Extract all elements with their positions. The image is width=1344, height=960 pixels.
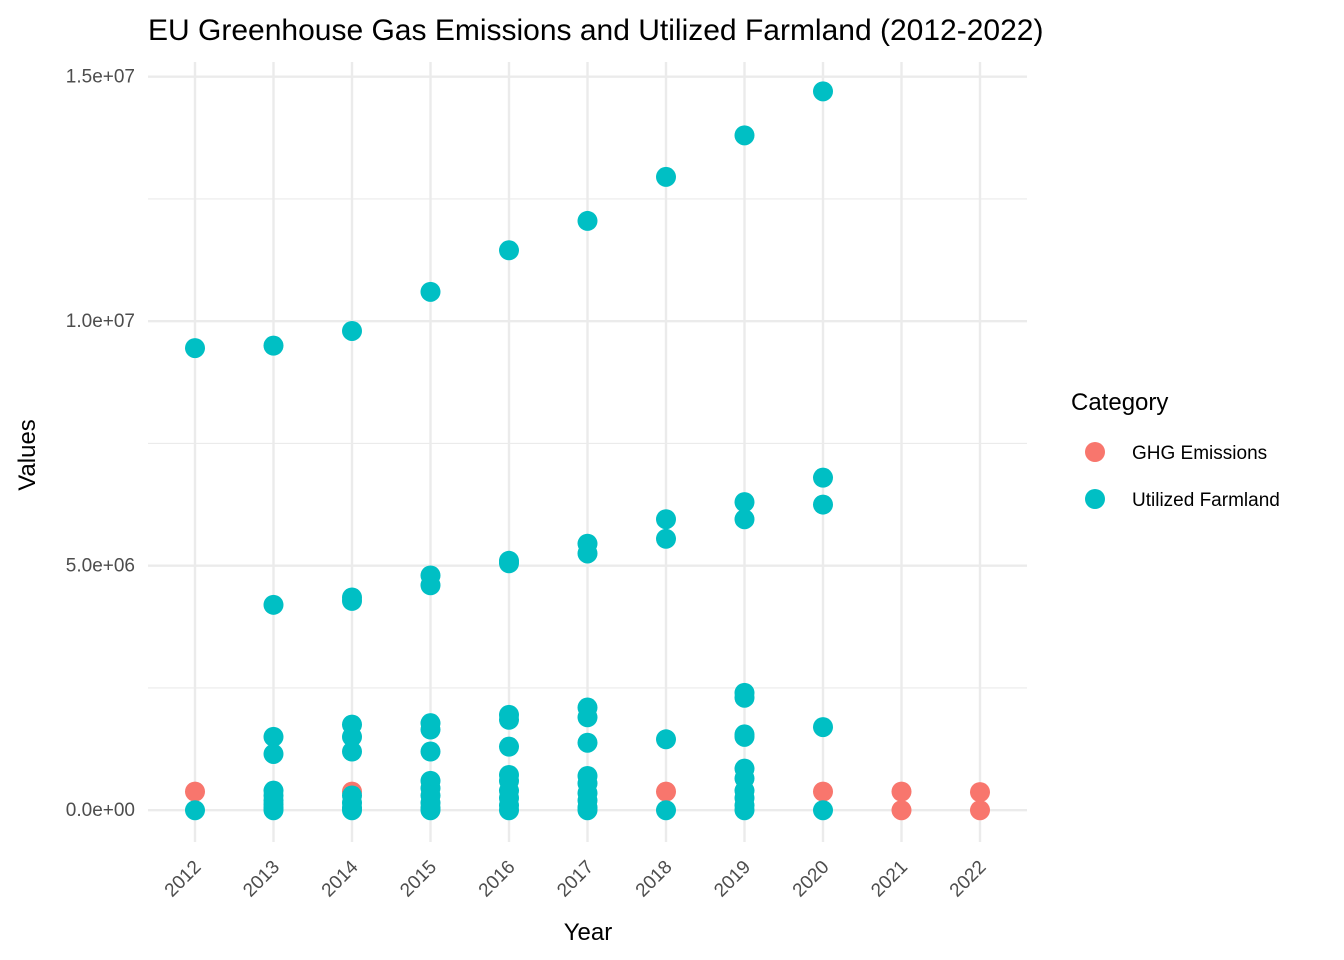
data-point [420, 741, 441, 762]
y-tick-label: 1.5e+07 [66, 67, 135, 88]
data-point [734, 492, 755, 513]
data-point [499, 800, 519, 821]
legend: Category GHG Emissions Utilized Farmland [1071, 389, 1280, 511]
data-point [734, 509, 755, 530]
data-point [813, 781, 833, 802]
data-point [263, 726, 284, 747]
data-point [656, 509, 676, 530]
data-point [813, 81, 833, 102]
data-point [420, 281, 441, 302]
y-tick-label: 5.0e+06 [66, 556, 135, 577]
data-point [891, 800, 912, 821]
data-point [734, 687, 755, 708]
y-axis-tick-labels: 0.0e+00 5.0e+06 1.0e+07 1.5e+07 [66, 67, 135, 822]
data-point [891, 781, 912, 802]
data-point [499, 736, 519, 757]
data-point [342, 741, 362, 762]
legend-title: Category [1071, 389, 1168, 416]
data-point [577, 543, 598, 564]
data-point [656, 781, 676, 802]
data-point [970, 800, 990, 821]
data-point [185, 800, 205, 821]
data-point [263, 743, 284, 764]
data-point [734, 726, 755, 747]
legend-key [1085, 489, 1105, 509]
data-point [263, 800, 284, 821]
data-point [813, 494, 833, 515]
legend-key [1085, 442, 1105, 462]
data-points [185, 81, 990, 821]
data-point [577, 707, 598, 728]
major-gridlines [148, 62, 1027, 842]
data-point [656, 166, 676, 187]
data-point [342, 590, 362, 611]
data-point [734, 800, 755, 821]
legend-label: GHG Emissions [1132, 443, 1267, 464]
data-point [734, 125, 755, 146]
data-point [185, 338, 205, 359]
data-point [499, 709, 519, 730]
data-point [577, 732, 598, 753]
data-point [813, 467, 833, 488]
legend-label: Utilized Farmland [1132, 490, 1280, 511]
data-point [499, 240, 519, 261]
data-point [263, 594, 284, 615]
data-point [420, 575, 441, 596]
legend-entries: GHG Emissions Utilized Farmland [1085, 442, 1280, 511]
data-point [656, 800, 676, 821]
data-point [342, 726, 362, 747]
data-point [813, 717, 833, 738]
data-point [420, 719, 441, 740]
data-point [263, 335, 284, 356]
data-point [499, 553, 519, 574]
data-point [970, 782, 990, 803]
data-point [342, 320, 362, 341]
data-point [185, 781, 205, 802]
data-point [656, 528, 676, 549]
data-point [577, 800, 598, 821]
y-tick-label: 0.0e+00 [66, 800, 135, 821]
chart-title: EU Greenhouse Gas Emissions and Utilized… [148, 14, 1043, 47]
y-axis-label: Values [14, 419, 41, 491]
data-point [813, 800, 833, 821]
data-point [656, 729, 676, 750]
y-tick-label: 1.0e+07 [66, 311, 135, 332]
data-point [577, 210, 598, 231]
data-point [342, 800, 362, 821]
data-point [420, 800, 441, 821]
x-axis-label: Year [564, 919, 613, 946]
